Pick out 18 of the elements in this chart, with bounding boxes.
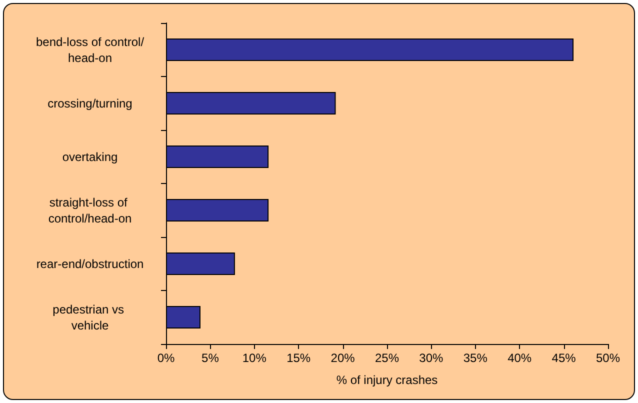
x-tick-label: 45% bbox=[552, 351, 576, 365]
y-tick-label: rear-end/obstruction bbox=[36, 256, 144, 271]
y-tick-label: crossing/turning bbox=[48, 96, 132, 110]
x-tick-label: 5% bbox=[202, 351, 220, 365]
x-tick-label: 40% bbox=[508, 351, 532, 365]
x-tick-label: 50% bbox=[596, 351, 620, 365]
x-tick-label: 15% bbox=[286, 351, 311, 365]
x-tick-label: 35% bbox=[463, 351, 488, 365]
y-tick-label: straight-loss of control/head-on bbox=[48, 195, 132, 226]
y-tick-label: bend-loss of control/head-on bbox=[36, 34, 145, 65]
y-tick-label: overtaking bbox=[62, 150, 118, 164]
x-axis-title: % of injury crashes bbox=[336, 373, 438, 387]
x-tick-label: 25% bbox=[374, 351, 400, 365]
x-tick-label: 0% bbox=[157, 351, 175, 365]
x-tick-label: 30% bbox=[419, 351, 444, 365]
x-tick-label: 10% bbox=[242, 351, 267, 365]
y-tick-label: pedestrian vs vehicle bbox=[52, 302, 128, 332]
x-tick-label: 20% bbox=[330, 351, 356, 365]
